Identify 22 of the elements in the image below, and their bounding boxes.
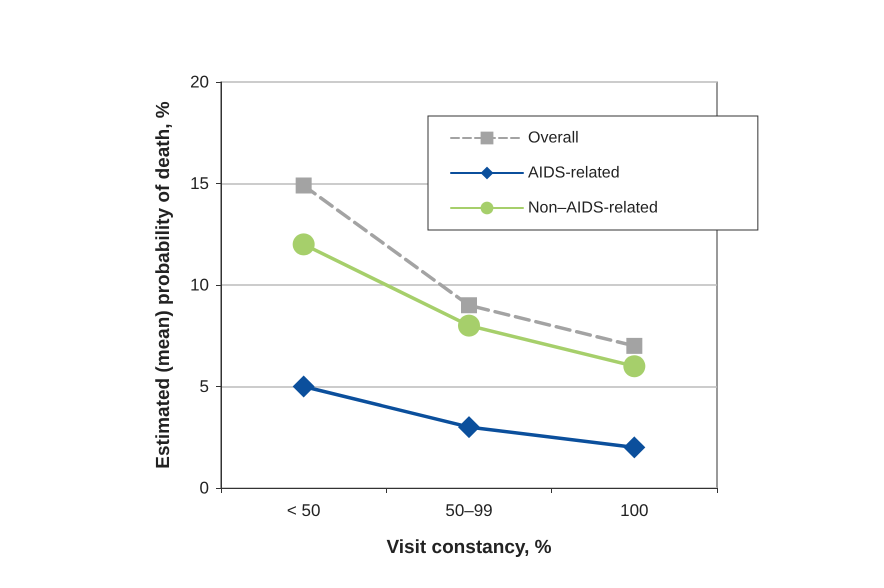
point	[623, 436, 646, 458]
point	[626, 338, 642, 354]
point	[458, 416, 480, 438]
point	[458, 314, 480, 337]
y-tick-label: 15	[190, 174, 209, 193]
x-axis-title: Visit constancy, %	[386, 537, 552, 558]
point	[292, 376, 315, 398]
point	[296, 178, 312, 194]
y-axis-title: Estimated (mean) probability of death, %	[153, 101, 174, 469]
y-tick-label: 20	[190, 72, 209, 92]
x-tick-label: < 50	[286, 501, 320, 520]
legend-label: Non–AIDS-related	[528, 200, 658, 216]
y-tick-label: 10	[190, 276, 209, 294]
x-tick-label: 50–99	[445, 501, 493, 520]
point	[623, 355, 646, 378]
y-tick-label: 0	[200, 478, 209, 498]
legend-label: AIDS-related	[528, 164, 620, 182]
legend-label: Overall	[528, 130, 579, 146]
point	[461, 297, 477, 314]
point	[292, 233, 315, 256]
x-tick-label: 100	[620, 501, 649, 520]
y-tick-label: 5	[200, 377, 209, 396]
